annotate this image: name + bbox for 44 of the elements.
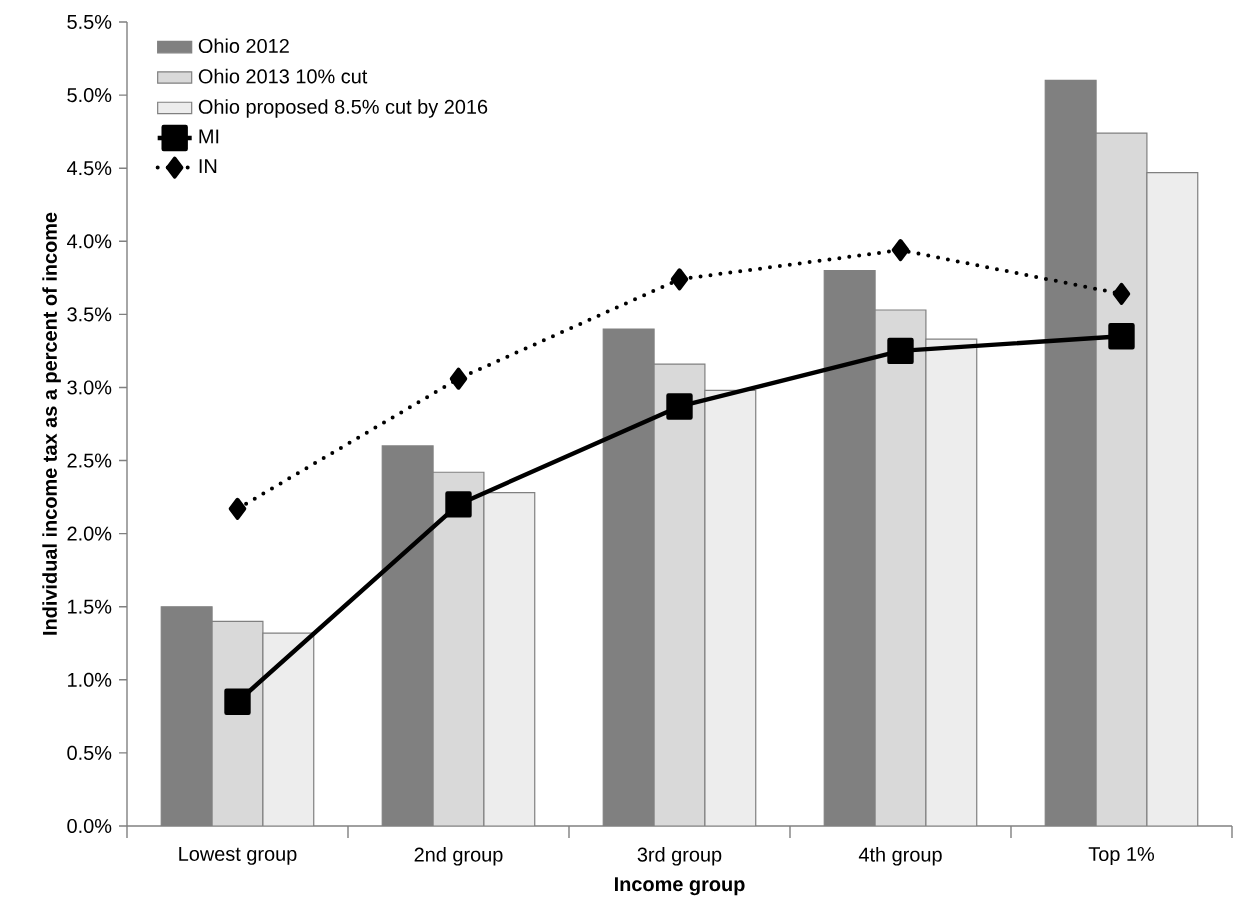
x-tick-label: Lowest group bbox=[179, 847, 297, 865]
point bbox=[228, 497, 247, 520]
bar bbox=[432, 471, 485, 826]
y-tick-label: 3.5% bbox=[67, 307, 112, 322]
y-tick-label: 4.0% bbox=[67, 234, 112, 249]
legend-label: MI bbox=[199, 129, 219, 144]
x-tick-label: 3rd group bbox=[637, 847, 722, 866]
y-tick-label: 1.0% bbox=[68, 672, 112, 687]
y-tick-label: 4.5% bbox=[67, 161, 112, 176]
bar bbox=[262, 632, 315, 826]
bar bbox=[211, 620, 264, 826]
point bbox=[666, 393, 693, 420]
bar bbox=[874, 309, 927, 826]
point bbox=[224, 688, 251, 715]
y-axis-title: Individual income tax as a percent of income bbox=[42, 212, 61, 635]
y-tick-label: 3.0% bbox=[67, 380, 112, 395]
legend-label: Ohio 2012 bbox=[198, 38, 289, 54]
x-tick-label: 2nd group bbox=[414, 847, 503, 866]
bar bbox=[1146, 171, 1199, 826]
y-tick-label: 0.0% bbox=[67, 818, 112, 834]
bar bbox=[1095, 132, 1148, 826]
point bbox=[887, 337, 914, 365]
y-tick-label: 2.0% bbox=[67, 526, 112, 541]
x-axis-title: Income group bbox=[614, 877, 745, 896]
y-tick-label: 2.5% bbox=[67, 453, 112, 468]
bar bbox=[704, 389, 757, 826]
bar bbox=[925, 338, 978, 826]
point bbox=[1108, 323, 1135, 350]
legend-label: IN bbox=[199, 159, 217, 173]
point bbox=[449, 367, 468, 390]
y-tick-label: 1.5% bbox=[68, 599, 112, 614]
y-tick-label: 5.0% bbox=[67, 88, 112, 103]
point bbox=[1112, 282, 1131, 305]
point bbox=[445, 491, 472, 518]
bar bbox=[653, 363, 706, 826]
y-tick-label: 5.5% bbox=[67, 14, 112, 29]
x-tick-label: 4th group bbox=[858, 847, 942, 866]
y-tick-label: 0.5% bbox=[67, 745, 112, 760]
bar bbox=[483, 492, 536, 826]
point bbox=[670, 268, 689, 291]
legend-label: Ohio proposed 8.5% cut by 2016 bbox=[198, 99, 488, 118]
legend-label: Ohio 2013 10% cut bbox=[198, 68, 368, 84]
x-tick-label: Top 1% bbox=[1088, 847, 1155, 865]
point bbox=[891, 239, 910, 262]
